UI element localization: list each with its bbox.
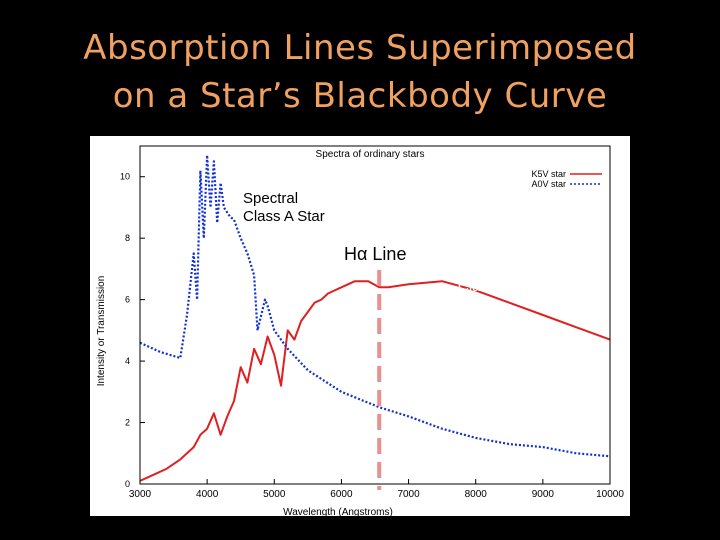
y-tick-label-8: 8: [125, 233, 130, 243]
x-tick-label-7000: 7000: [397, 489, 420, 500]
x-tick-label-9000: 9000: [532, 489, 555, 500]
series-layer: [139, 154, 611, 482]
x-tick-label-5000: 5000: [263, 489, 286, 500]
x-tick-label-3000: 3000: [129, 489, 152, 500]
plot-frame: [139, 145, 611, 485]
k-star-annotation-line-1: Spectral: [458, 260, 514, 277]
slide-title-line-2: on a Star’s Blackbody Curve: [112, 76, 608, 116]
x-tick-label-8000: 8000: [465, 489, 488, 500]
a-star-annotation: Spectral Class A Star: [243, 190, 325, 226]
y-tick-label-4: 4: [125, 356, 130, 366]
y-tick-label-0: 0: [125, 479, 130, 489]
spectrum-chart: Spectra of ordinary stars Wavelength (An…: [96, 145, 624, 516]
x-tick-label-6000: 6000: [330, 489, 353, 500]
series-line-0: [139, 280, 611, 482]
a-star-annotation-line-2: Class A Star: [243, 208, 325, 225]
spectrum-figure: Spectra of ordinary stars Wavelength (An…: [90, 136, 630, 516]
legend-label-0: K5V star: [531, 169, 566, 179]
slide-title: Absorption Lines Superimposed on a Star’…: [0, 24, 720, 120]
x-tick-label-10000: 10000: [596, 489, 624, 500]
y-tick-label-10: 10: [120, 172, 130, 182]
y-tick-label-2: 2: [125, 418, 130, 428]
halpha-annotation: Hα Line: [344, 244, 406, 264]
y-tick-label-6: 6: [125, 295, 130, 305]
k-star-annotation: Spectral Class K Star: [458, 260, 541, 296]
legend-label-1: A0V star: [531, 179, 566, 189]
chart-title: Spectra of ordinary stars: [316, 149, 425, 160]
a-star-annotation-line-1: Spectral: [243, 190, 299, 207]
k-star-annotation-line-2: Class K Star: [458, 278, 542, 295]
halpha-word: Line: [372, 244, 407, 264]
tick-layer: 3000 4000 5000 6000 7000 8000 9000 10000 0 2 4 6 8 10: [120, 172, 624, 500]
x-axis-label: Wavelength (Angstroms): [283, 507, 393, 516]
x-tick-label-4000: 4000: [196, 489, 219, 500]
slide-title-line-1: Absorption Lines Superimposed: [83, 28, 637, 68]
y-axis-label: Intensity or Transmission: [96, 276, 107, 387]
series-line-1: [139, 154, 611, 458]
halpha-symbol: Hα: [344, 244, 368, 264]
